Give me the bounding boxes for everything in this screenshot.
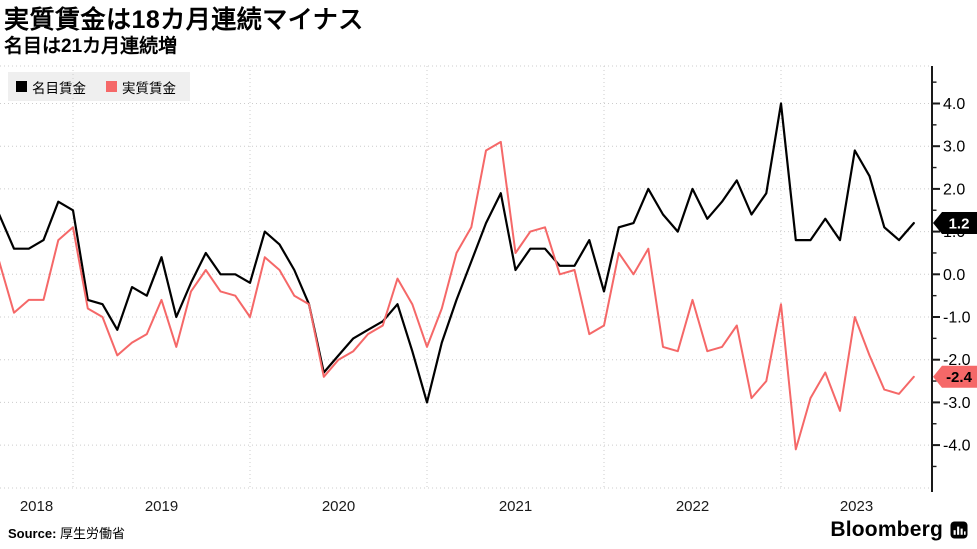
brand: Bloomberg — [830, 518, 968, 542]
nominal-series-swatch — [16, 81, 27, 92]
x-year-label: 2021 — [499, 498, 532, 515]
source-line: Source: 厚生労働省 — [8, 523, 125, 542]
real-series-swatch — [106, 81, 117, 92]
legend-item-nominal: 名目賃金 — [16, 77, 86, 97]
y-tick-label: 2.0 — [943, 181, 965, 198]
x-year-label: 2020 — [322, 498, 355, 515]
chart-title: 実質賃金は18カ月連続マイナス — [4, 6, 364, 34]
real-end-tag-value: -2.4 — [946, 369, 973, 386]
chart-subtitle: 名目は21カ月連続増 — [4, 36, 178, 57]
y-tick-label: 0.0 — [943, 267, 965, 284]
nominal-wage-line — [0, 102, 915, 404]
x-year-label: 2022 — [676, 498, 709, 515]
nominal-end-tag-value: 1.2 — [949, 215, 970, 232]
x-year-label: 2018 — [20, 498, 53, 515]
brand-wordmark: Bloomberg — [830, 518, 943, 541]
nominal-end-tag — [933, 212, 977, 235]
y-tick-label: -3.0 — [943, 395, 971, 412]
real-wage-line — [0, 140, 915, 451]
source-label: Source: — [8, 526, 57, 541]
x-year-label: 2023 — [840, 498, 873, 515]
legend-label-real: 実質賃金 — [122, 80, 176, 96]
y-tick-label: 4.0 — [943, 96, 965, 113]
y-tick-label: -1.0 — [943, 310, 971, 327]
real-end-tag — [933, 365, 977, 388]
y-tick-label: -2.0 — [943, 352, 971, 369]
source-value: 厚生労働省 — [60, 526, 126, 541]
legend-label-nominal: 名目賃金 — [32, 80, 86, 96]
bar-chart-icon — [950, 521, 968, 539]
chart-legend: 名目賃金 実質賃金 — [8, 72, 190, 101]
x-year-label: 2019 — [145, 498, 178, 515]
y-tick-label: -4.0 — [943, 438, 971, 455]
y-tick-label: 3.0 — [943, 139, 965, 156]
legend-item-real: 実質賃金 — [106, 77, 176, 97]
